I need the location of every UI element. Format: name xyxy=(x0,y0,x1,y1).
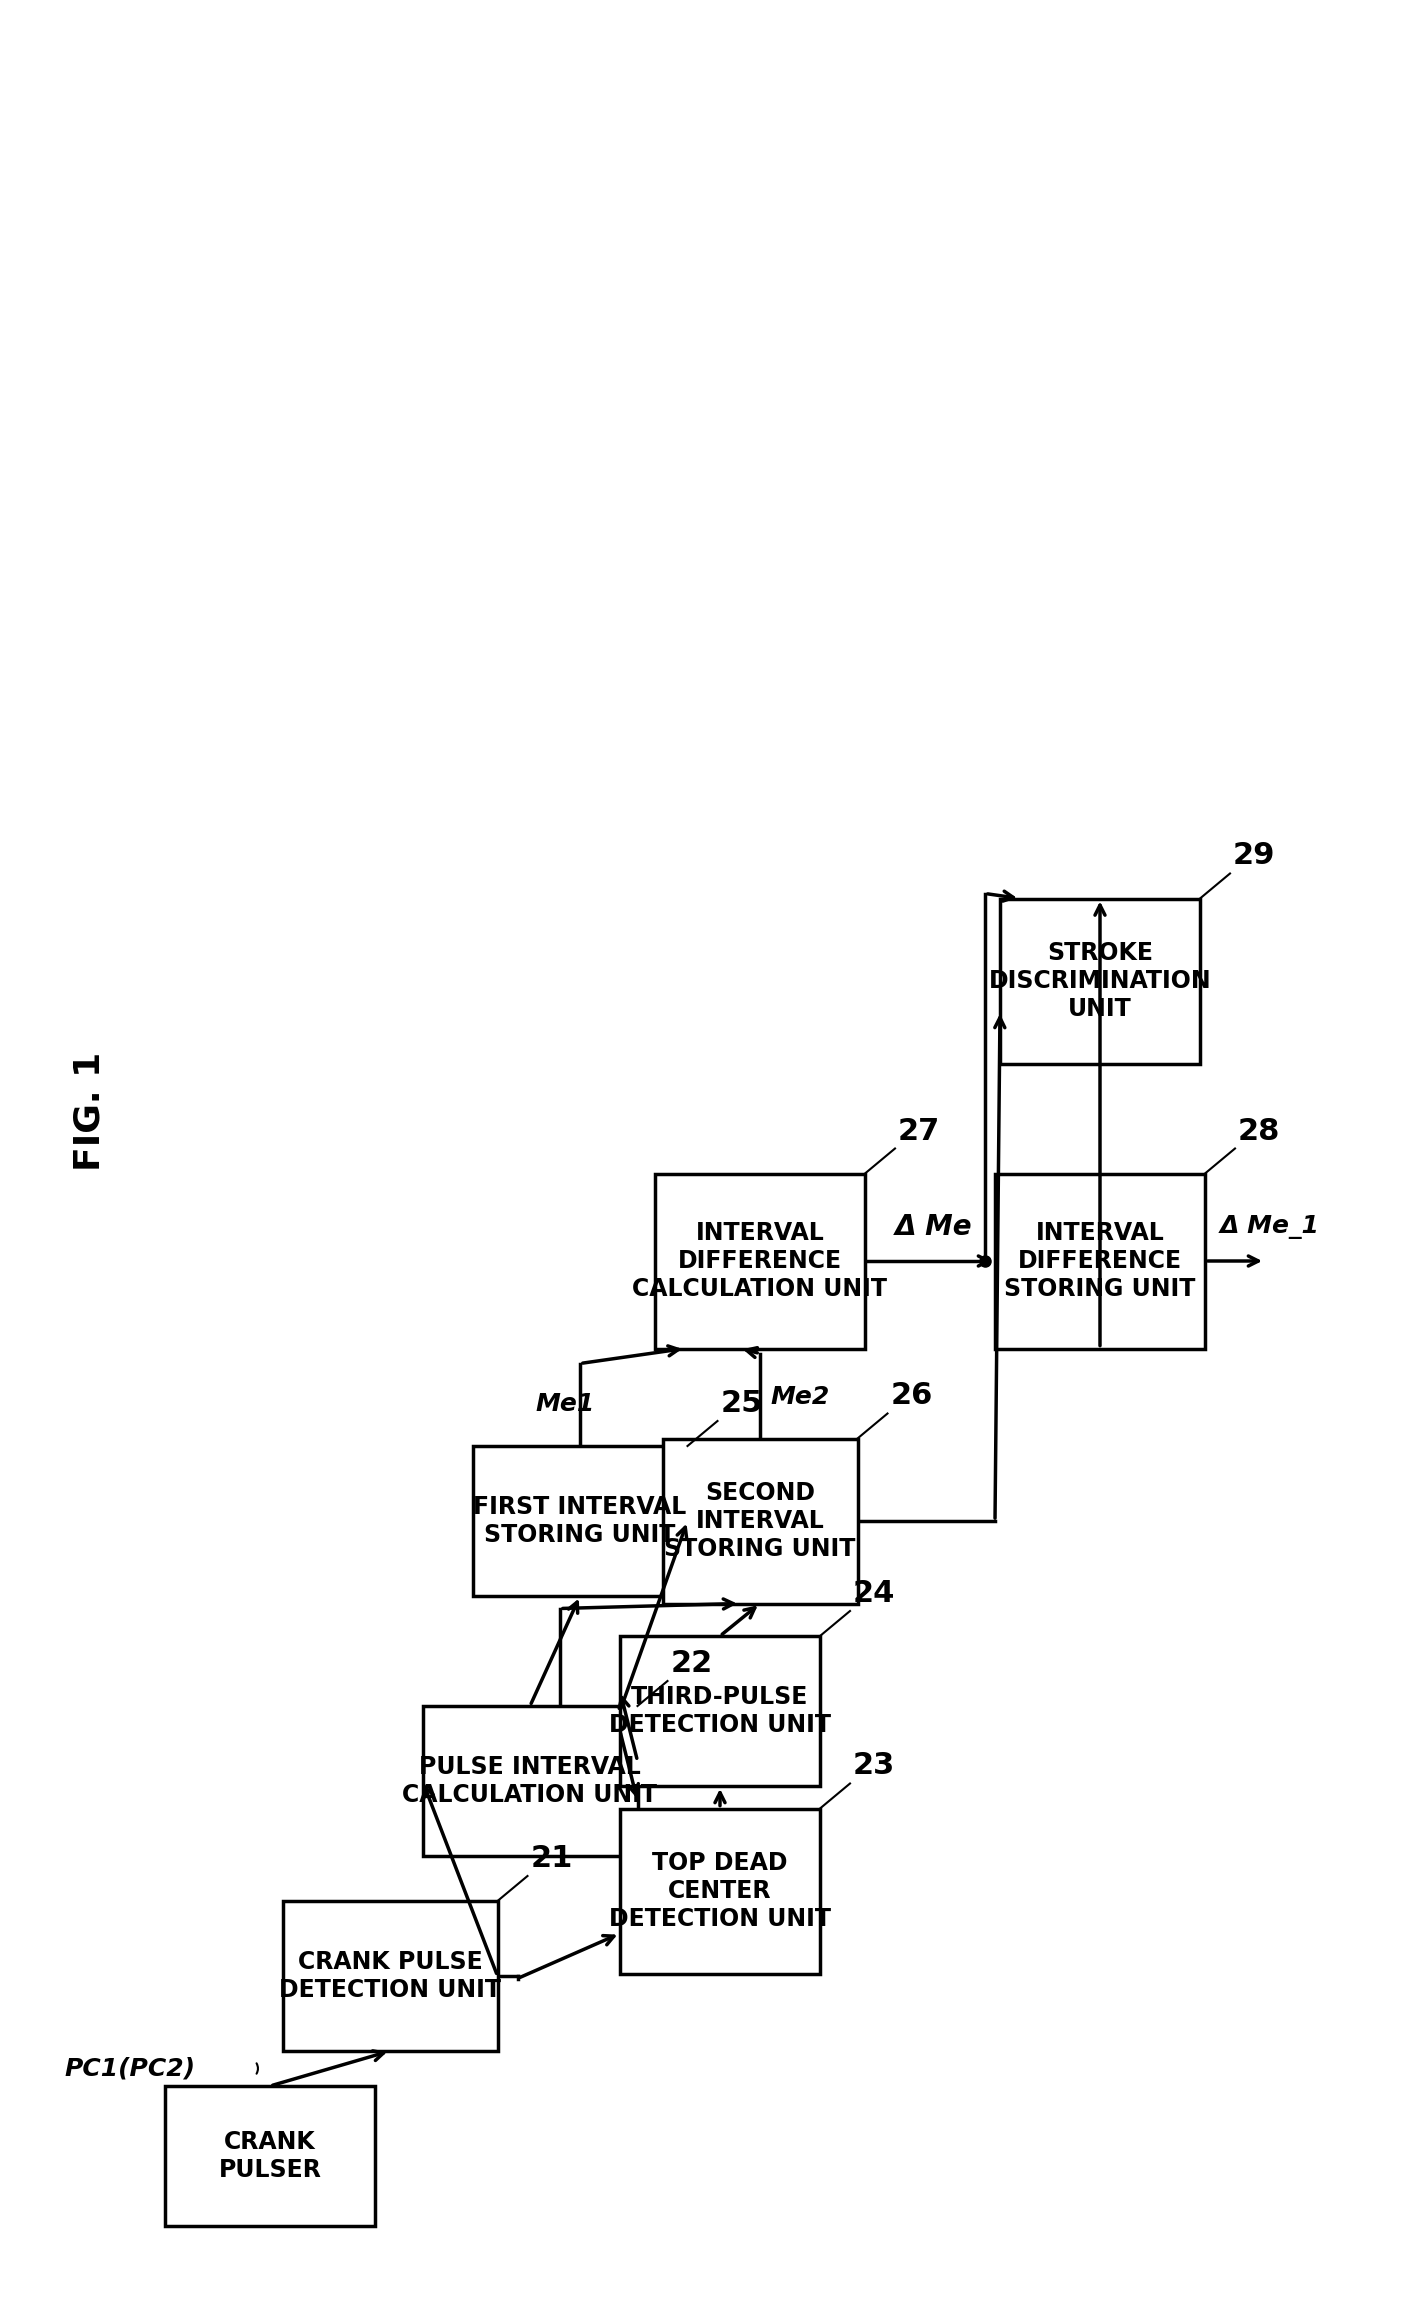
Text: FIRST INTERVAL
STORING UNIT: FIRST INTERVAL STORING UNIT xyxy=(473,1495,686,1546)
Text: 26: 26 xyxy=(891,1382,933,1410)
Text: TOP DEAD
CENTER
DETECTION UNIT: TOP DEAD CENTER DETECTION UNIT xyxy=(609,1851,831,1930)
Text: CRANK
PULSER: CRANK PULSER xyxy=(219,2131,321,2182)
Bar xyxy=(662,1437,857,1604)
Text: THIRD-PULSE
DETECTION UNIT: THIRD-PULSE DETECTION UNIT xyxy=(609,1685,831,1738)
Text: SECOND
INTERVAL
STORING UNIT: SECOND INTERVAL STORING UNIT xyxy=(664,1481,856,1560)
Bar xyxy=(1000,899,1200,1063)
Text: FIG. 1: FIG. 1 xyxy=(73,1052,107,1172)
Bar xyxy=(422,1706,637,1856)
Bar xyxy=(282,1902,498,2050)
Bar xyxy=(995,1174,1205,1350)
Text: STROKE
DISCRIMINATION
UNIT: STROKE DISCRIMINATION UNIT xyxy=(989,941,1211,1021)
Text: PC1(PC2): PC1(PC2) xyxy=(65,2057,195,2080)
Text: 23: 23 xyxy=(853,1752,895,1779)
Text: 21: 21 xyxy=(530,1844,572,1872)
Text: 29: 29 xyxy=(1233,841,1275,871)
Text: 24: 24 xyxy=(853,1578,895,1608)
Text: 25: 25 xyxy=(721,1389,763,1419)
Text: 28: 28 xyxy=(1237,1116,1281,1146)
Bar xyxy=(620,1810,819,1974)
Text: 27: 27 xyxy=(898,1116,940,1146)
Bar xyxy=(655,1174,866,1350)
Text: INTERVAL
DIFFERENCE
STORING UNIT: INTERVAL DIFFERENCE STORING UNIT xyxy=(1005,1220,1195,1301)
Text: Me1: Me1 xyxy=(536,1391,595,1417)
Text: 22: 22 xyxy=(671,1650,713,1678)
Bar xyxy=(620,1636,819,1786)
Bar xyxy=(473,1447,687,1597)
Bar xyxy=(166,2087,375,2225)
Text: INTERVAL
DIFFERENCE
CALCULATION UNIT: INTERVAL DIFFERENCE CALCULATION UNIT xyxy=(633,1220,888,1301)
Text: Δ Me_1: Δ Me_1 xyxy=(1221,1216,1320,1239)
Text: PULSE INTERVAL
CALCULATION UNIT: PULSE INTERVAL CALCULATION UNIT xyxy=(403,1754,658,1807)
Text: CRANK PULSE
DETECTION UNIT: CRANK PULSE DETECTION UNIT xyxy=(279,1950,501,2001)
Text: Me2: Me2 xyxy=(770,1384,829,1407)
Text: Δ Me: Δ Me xyxy=(895,1213,972,1241)
